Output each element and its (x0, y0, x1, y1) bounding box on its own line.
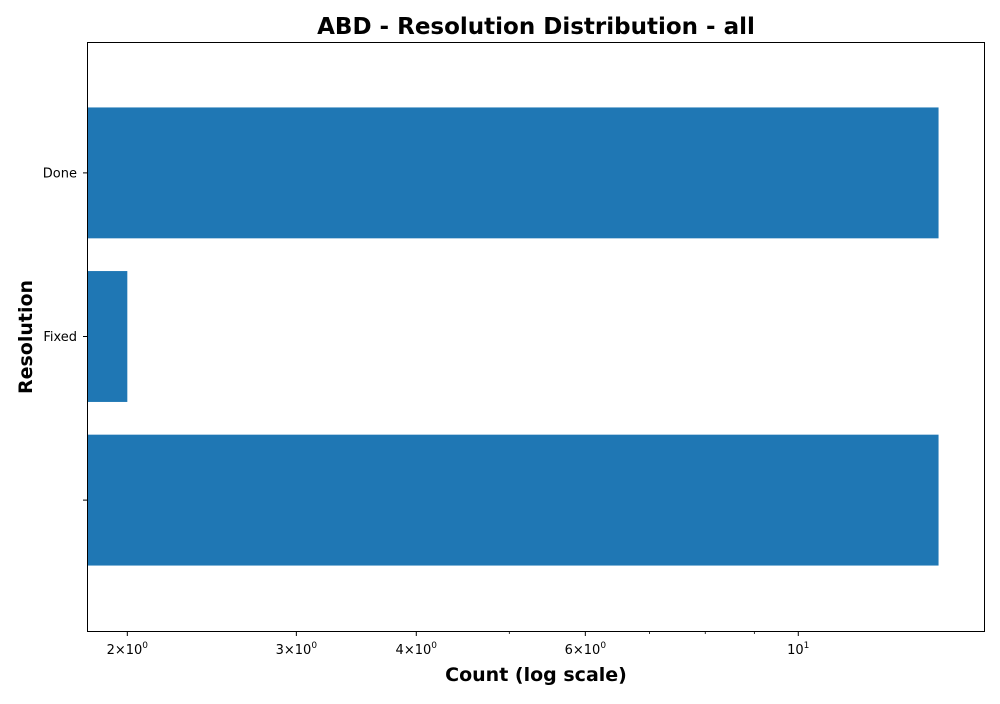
x-tick-exponent: 0 (600, 641, 606, 651)
x-tick-label: 2×100 (107, 641, 149, 658)
y-tick-label: Fixed (43, 330, 77, 345)
bar-done (88, 107, 939, 239)
x-axis-label: Count (log scale) (445, 664, 627, 686)
ticks-layer: Done Fixed 2×100 3×100 4×100 6×100 101 (43, 166, 810, 658)
x-tick-exponent: 0 (431, 641, 437, 651)
x-tick-exponent: 0 (142, 641, 148, 651)
y-axis-label: Resolution (15, 280, 37, 394)
x-tick-exponent: 0 (311, 641, 317, 651)
bars-layer (88, 107, 939, 566)
bar-unlabeled (88, 434, 939, 566)
x-tick-exponent: 1 (804, 641, 810, 651)
x-tick-label: 3×100 (276, 641, 318, 658)
x-tick-label: 4×100 (396, 641, 438, 658)
x-tick-label: 101 (787, 641, 809, 658)
x-tick-label: 6×100 (565, 641, 607, 658)
y-tick-label: Done (43, 166, 77, 181)
bar-fixed (88, 271, 128, 402)
chart-title: ABD - Resolution Distribution - all (317, 14, 755, 40)
